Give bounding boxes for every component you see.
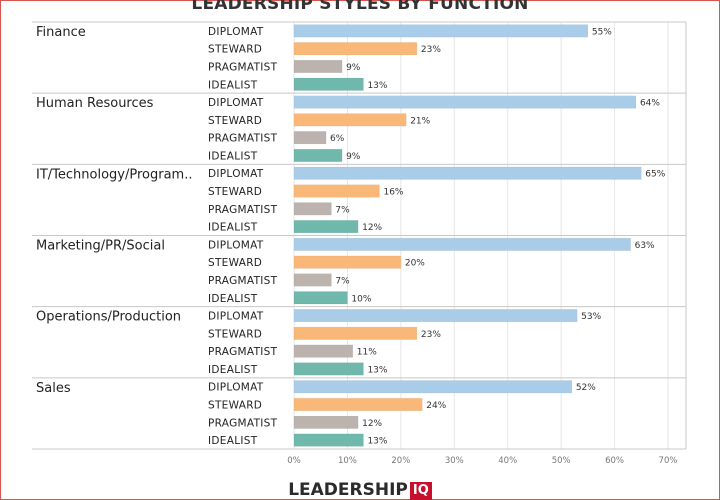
bar-idealist — [293, 362, 364, 376]
style-label: DIPLOMAT — [208, 168, 264, 180]
bar-chart: Finance DIPLOMAT 55% STEWARD 23% PRAGMATIST 9%… — [32, 21, 687, 466]
style-label: PRAGMATIST — [208, 133, 278, 145]
data-label: 65% — [645, 170, 665, 180]
style-label: DIPLOMAT — [208, 382, 264, 394]
bar-steward — [293, 42, 418, 56]
bar-idealist — [293, 433, 364, 447]
data-label: 63% — [635, 241, 655, 251]
bar-steward — [293, 113, 407, 127]
data-label: 9% — [346, 152, 361, 162]
style-label: STEWARD — [208, 115, 262, 127]
data-label: 12% — [362, 223, 382, 233]
style-label: IDEALIST — [208, 435, 258, 447]
category-label: IT/Technology/Program.. — [36, 167, 192, 182]
bar-steward — [293, 326, 418, 340]
bar-pragmatist — [293, 202, 332, 216]
bar-steward — [293, 398, 423, 412]
bar-diplomat — [293, 380, 573, 394]
style-label: PRAGMATIST — [208, 61, 278, 73]
x-tick-label: 0% — [287, 456, 301, 466]
data-label: 13% — [367, 81, 387, 91]
style-label: DIPLOMAT — [208, 97, 264, 109]
bar-pragmatist — [293, 131, 327, 145]
x-tick-label: 40% — [498, 456, 517, 466]
x-tick-label: 20% — [391, 456, 410, 466]
data-label: 23% — [421, 45, 441, 55]
data-label: 9% — [346, 63, 361, 73]
data-label: 16% — [383, 188, 403, 198]
bar-pragmatist — [293, 59, 343, 73]
bar-steward — [293, 184, 380, 198]
bar-idealist — [293, 148, 343, 162]
data-label: 23% — [421, 330, 441, 340]
style-label: DIPLOMAT — [208, 26, 264, 38]
bar-idealist — [293, 291, 348, 305]
data-label: 10% — [351, 294, 371, 304]
bar-diplomat — [293, 309, 578, 323]
x-tick-label: 50% — [552, 456, 571, 466]
data-label: 20% — [405, 259, 425, 269]
logo-text: LEADERSHIP — [288, 480, 408, 500]
style-label: STEWARD — [208, 328, 262, 340]
bar-diplomat — [293, 166, 642, 180]
category-label: Finance — [36, 25, 86, 40]
bar-diplomat — [293, 24, 589, 38]
style-label: STEWARD — [208, 400, 262, 412]
data-label: 13% — [367, 437, 387, 447]
x-tick-label: 10% — [338, 456, 357, 466]
category-label: Operations/Production — [36, 310, 181, 325]
x-tick-label: 30% — [445, 456, 464, 466]
leadership-iq-logo: LEADERSHIP IQ — [0, 480, 720, 500]
data-label: 13% — [367, 365, 387, 375]
style-label: IDEALIST — [208, 79, 258, 91]
style-label: IDEALIST — [208, 293, 258, 305]
style-label: STEWARD — [208, 257, 262, 269]
data-label: 52% — [576, 383, 596, 393]
data-label: 11% — [357, 348, 377, 358]
data-label: 6% — [330, 134, 345, 144]
style-label: PRAGMATIST — [208, 204, 278, 216]
x-tick-label: 60% — [605, 456, 624, 466]
style-label: STEWARD — [208, 44, 262, 56]
style-label: PRAGMATIST — [208, 417, 278, 429]
data-label: 64% — [640, 99, 660, 109]
style-label: PRAGMATIST — [208, 346, 278, 358]
data-label: 55% — [592, 27, 612, 37]
style-label: DIPLOMAT — [208, 311, 264, 323]
category-label: Human Resources — [36, 96, 154, 111]
data-label: 7% — [335, 205, 350, 215]
data-label: 7% — [335, 276, 350, 286]
chart-title: LEADERSHIP STYLES BY FUNCTION — [191, 0, 529, 14]
data-label: 12% — [362, 419, 382, 429]
bar-pragmatist — [293, 273, 332, 287]
category-label: Marketing/PR/Social — [36, 239, 165, 254]
bar-steward — [293, 255, 402, 269]
x-tick-label: 70% — [659, 456, 678, 466]
style-label: IDEALIST — [208, 222, 258, 234]
data-label: 21% — [410, 116, 430, 126]
bar-pragmatist — [293, 344, 354, 358]
bar-idealist — [293, 77, 364, 91]
bar-idealist — [293, 220, 359, 234]
logo-badge: IQ — [409, 482, 432, 500]
bar-diplomat — [293, 95, 637, 109]
style-label: STEWARD — [208, 186, 262, 198]
data-label: 53% — [581, 312, 601, 322]
bar-pragmatist — [293, 415, 359, 429]
style-label: IDEALIST — [208, 364, 258, 376]
style-label: DIPLOMAT — [208, 239, 264, 251]
bar-diplomat — [293, 237, 631, 251]
data-label: 24% — [426, 401, 446, 411]
style-label: PRAGMATIST — [208, 275, 278, 287]
style-label: IDEALIST — [208, 150, 258, 162]
category-label: Sales — [36, 381, 71, 396]
